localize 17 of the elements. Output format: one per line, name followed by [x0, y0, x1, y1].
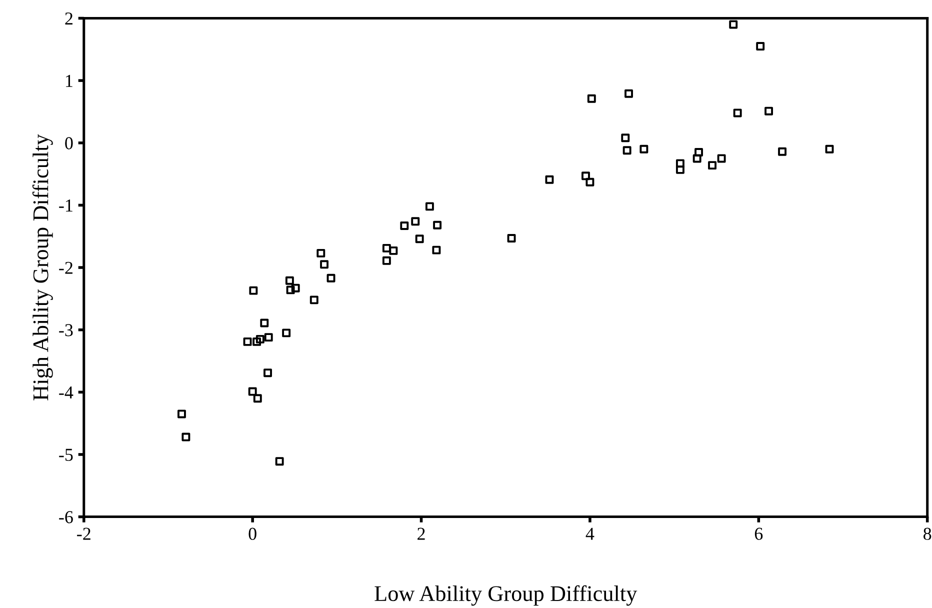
y-axis-title: High Ability Group Difficulty: [32, 134, 53, 400]
y-tick-label: -4: [59, 386, 74, 398]
x-tick-label: 0: [248, 528, 256, 540]
y-tick-label: -2: [59, 262, 72, 274]
y-tick-label: -6: [59, 511, 73, 524]
y-tick-label: -5: [59, 448, 73, 461]
x-tick-label: 6: [754, 528, 763, 540]
y-tick-label: -3: [59, 324, 73, 336]
y-tick-label: 1: [66, 74, 72, 87]
y-tick-label: 2: [65, 12, 72, 25]
x-tick-label: 2: [418, 528, 425, 540]
y-tick-label: -1: [59, 200, 72, 212]
x-axis-title: Low Ability Group Difficulty: [374, 585, 638, 606]
x-tick-label: 4: [586, 528, 594, 540]
y-tick-label: 0: [65, 137, 73, 150]
x-tick-label: 8: [924, 528, 932, 540]
x-tick-label: -2: [77, 528, 90, 540]
